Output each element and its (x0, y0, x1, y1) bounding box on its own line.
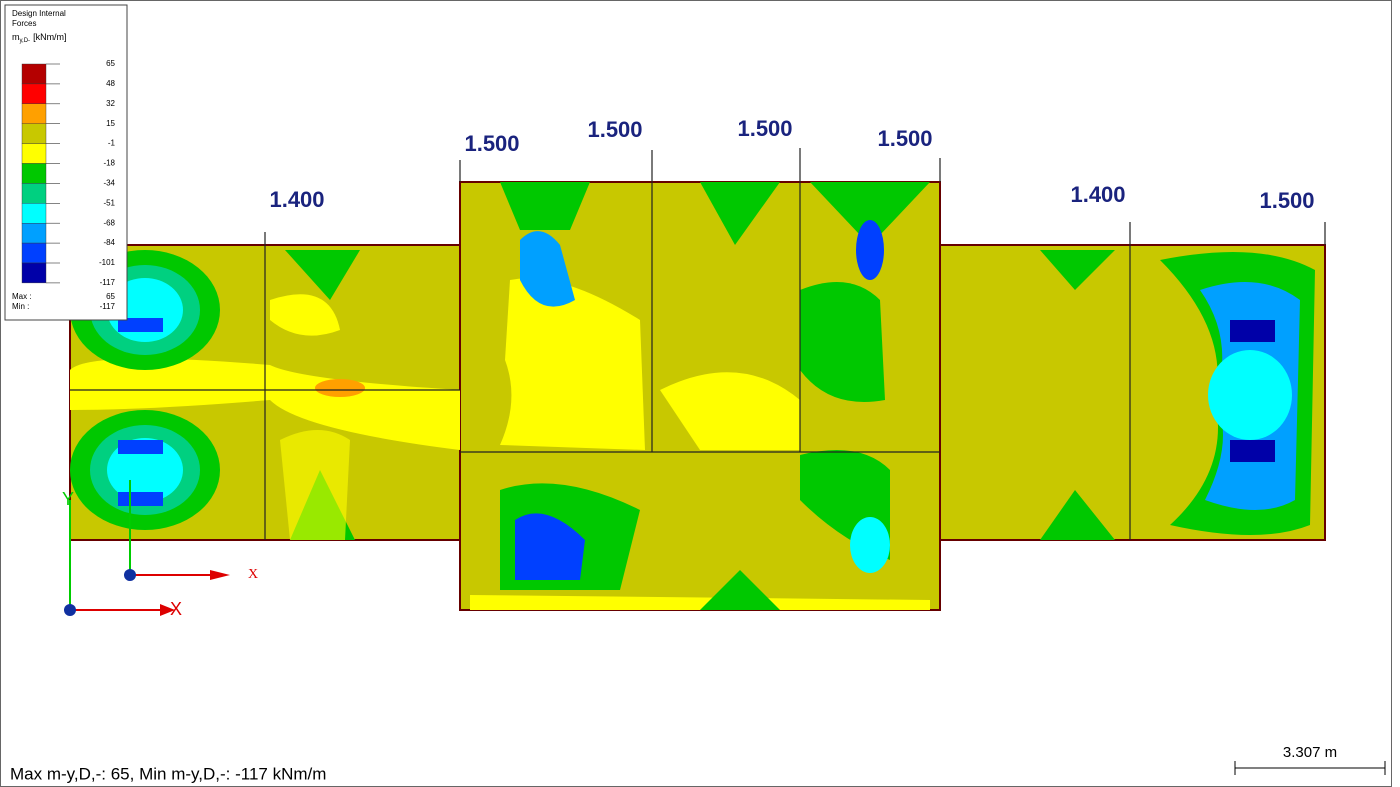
legend: Design Internal Forces my,D-[kNm/m] Max … (5, 5, 127, 320)
legend-band (22, 144, 46, 164)
legend-band (22, 243, 46, 263)
legend-level: -101 (99, 258, 116, 267)
legend-level: -117 (100, 278, 116, 287)
legend-level: -68 (103, 218, 115, 227)
support-label: 1.500 (464, 131, 519, 156)
legend-level: 48 (106, 79, 115, 88)
legend-band (22, 84, 46, 104)
axis-label: X (170, 599, 182, 619)
legend-band (22, 203, 46, 223)
legend-level: 65 (106, 59, 115, 68)
support-label: 1.500 (877, 126, 932, 151)
max-label: Max : (12, 292, 32, 301)
legend-band (22, 263, 46, 283)
legend-level: -84 (103, 238, 115, 247)
unit: [kNm/m] (33, 32, 67, 42)
legend-band (22, 124, 46, 144)
legend-band (22, 183, 46, 203)
legend-level: 32 (106, 99, 115, 108)
support-label: 1.500 (587, 117, 642, 142)
legend-band (22, 223, 46, 243)
legend-level: -1 (108, 139, 116, 148)
legend-title: Forces (12, 19, 36, 28)
axis-label: X (248, 567, 258, 582)
legend-band (22, 164, 46, 184)
footer: Max m-y,D,-: 65, Min m-y,D,-: -117 kNm/m (10, 764, 326, 783)
min-label: Min : (12, 302, 29, 311)
support-label: 1.400 (1070, 182, 1125, 207)
support-label: 1.500 (1259, 188, 1314, 213)
support-label: 1.500 (737, 116, 792, 141)
legend-band (22, 64, 46, 84)
legend-level: -18 (103, 159, 115, 168)
min-value: -117 (100, 302, 116, 311)
axis-label: Y (62, 489, 74, 509)
support-label: 1.400 (269, 187, 324, 212)
legend-level: 15 (106, 119, 115, 128)
subscript: y,D- (20, 38, 31, 44)
legend-level: -51 (103, 198, 115, 207)
legend-level: -34 (103, 179, 115, 188)
scale-label: 3.307 m (1283, 744, 1337, 761)
max-value: 65 (106, 292, 115, 301)
legend-title: Design Internal (12, 9, 66, 18)
legend-band (22, 104, 46, 124)
viewport: Y X X 1.400 1.500 1.500 1.500 1.500 1.400 1.50… (0, 0, 1400, 787)
quantity: m (12, 32, 20, 42)
